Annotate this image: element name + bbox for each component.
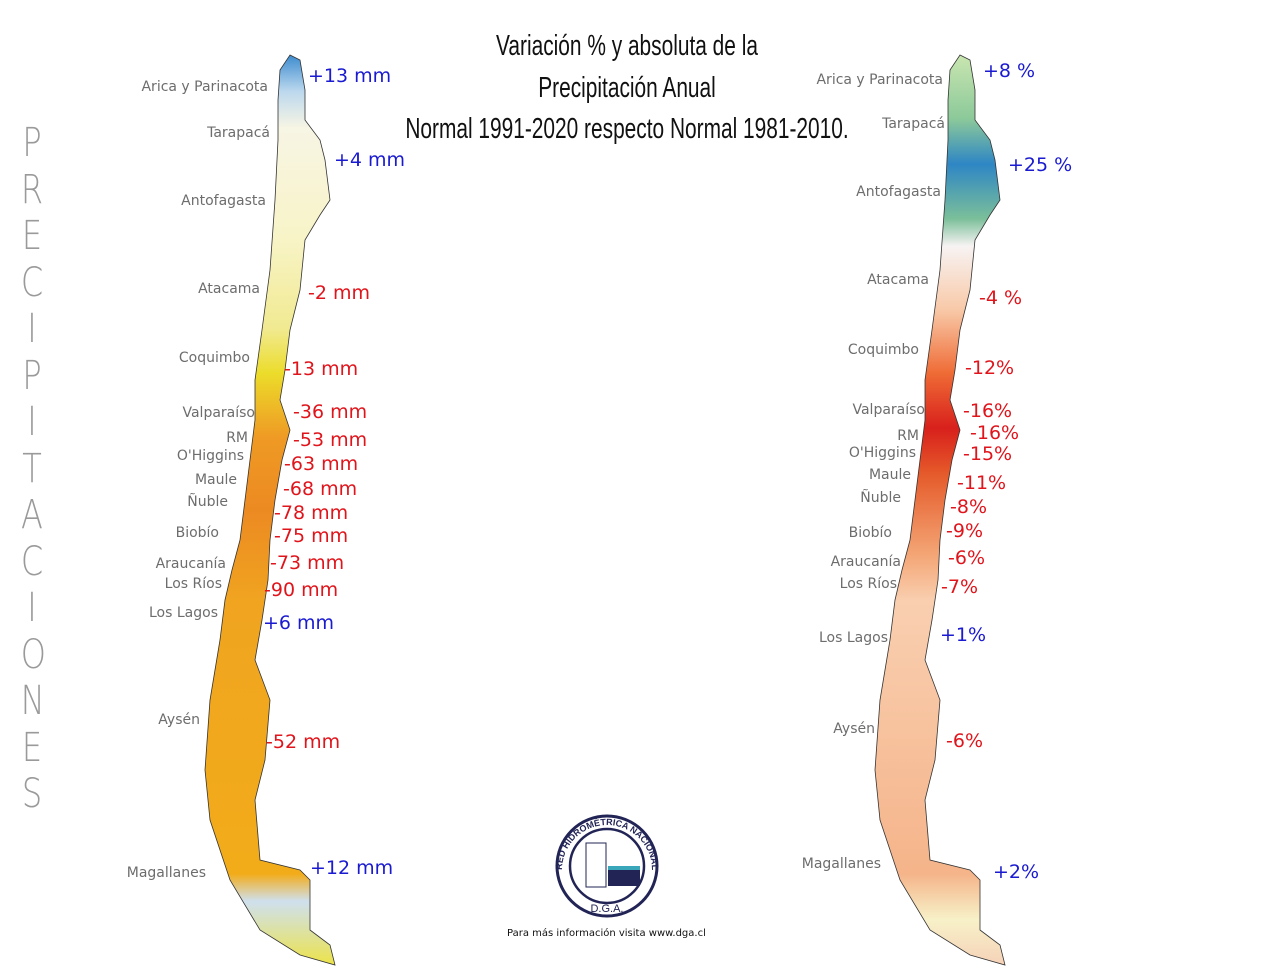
region-label-right: O'Higgins — [848, 445, 916, 461]
region-label-right: Maule — [868, 467, 911, 483]
absolute-value-label: -90 mm — [264, 579, 339, 601]
region-label-left: Araucanía — [155, 556, 226, 572]
region-label-right: Biobío — [848, 525, 892, 541]
side-letter: C — [20, 538, 44, 585]
region-label-right: Arica y Parinacota — [816, 72, 943, 88]
absolute-value-label: -2 mm — [308, 282, 371, 304]
region-label-left: Antofagasta — [181, 193, 266, 209]
dga-logo: RED HIDROMÉTRICA NACIONAL D.G.A. — [548, 808, 666, 918]
region-label-left: Coquimbo — [178, 350, 250, 366]
absolute-value-label: +12 mm — [310, 857, 394, 879]
percent-value-label: -6% — [948, 547, 985, 569]
percent-value-label: -9% — [946, 520, 983, 542]
side-letter: T — [22, 445, 42, 492]
region-label-right: Los Ríos — [839, 576, 897, 592]
region-label-left: Valparaíso — [182, 405, 255, 421]
absolute-value-label: -78 mm — [274, 502, 349, 524]
side-letter: S — [21, 771, 43, 817]
percent-value-label: -8% — [950, 496, 987, 518]
region-label-left: Los Lagos — [149, 605, 218, 621]
region-label-left: Arica y Parinacota — [141, 79, 268, 95]
absolute-value-label: -68 mm — [283, 478, 358, 500]
title-line-1: Variación % y absoluta de la — [496, 30, 758, 62]
region-label-right: Los Lagos — [819, 630, 888, 646]
region-label-right: Atacama — [867, 272, 929, 288]
absolute-value-label: -53 mm — [293, 429, 368, 451]
title-line-3: Normal 1991-2020 respecto Normal 1981-20… — [405, 113, 849, 145]
percent-value-label: -7% — [941, 576, 978, 598]
side-letter: O — [20, 631, 46, 678]
region-label-right: Ñuble — [860, 490, 901, 506]
region-label-left: Los Ríos — [164, 576, 222, 592]
side-letter: C — [20, 259, 44, 306]
percent-value-label: -11% — [957, 472, 1007, 494]
side-letter: P — [22, 120, 42, 166]
percent-value-label: -6% — [946, 730, 983, 752]
logo-org: D.G.A. — [590, 903, 623, 915]
region-label-right: Araucanía — [830, 554, 901, 570]
region-label-left: Ñuble — [187, 494, 228, 510]
percent-value-label: +25 % — [1008, 154, 1073, 176]
region-label-left: Biobío — [175, 525, 219, 541]
side-letter: I — [27, 399, 37, 445]
percent-value-label: +8 % — [983, 60, 1036, 82]
percent-value-label: -15% — [963, 443, 1013, 465]
region-label-right: Coquimbo — [847, 342, 919, 358]
side-letter: N — [20, 678, 45, 724]
percent-value-label: -4 % — [979, 287, 1023, 309]
absolute-value-label: +13 mm — [308, 65, 392, 87]
region-label-left: Atacama — [198, 281, 260, 297]
region-label-right: Valparaíso — [852, 402, 925, 418]
absolute-value-label: -36 mm — [293, 401, 368, 423]
percent-value-label: +1% — [940, 624, 987, 646]
footer-link-text: Para más información visita www.dga.cl — [507, 928, 706, 939]
absolute-value-label: +6 mm — [263, 612, 335, 634]
region-label-right: Aysén — [833, 721, 875, 737]
percent-value-label: +2% — [993, 861, 1040, 883]
percent-value-label: -12% — [965, 357, 1015, 379]
region-label-left: Maule — [194, 472, 237, 488]
title-line-2: Precipitación Anual — [538, 72, 716, 104]
absolute-value-label: -52 mm — [266, 731, 341, 753]
region-label-left: Magallanes — [126, 865, 206, 881]
side-letter: I — [27, 306, 37, 352]
percent-value-label: -16% — [963, 400, 1013, 422]
region-label-right: Tarapacá — [882, 116, 945, 132]
percent-value-label: -16% — [970, 422, 1020, 444]
side-letter: R — [20, 166, 44, 213]
absolute-value-label: -63 mm — [284, 453, 359, 475]
region-label-left: O'Higgins — [176, 448, 244, 464]
side-letter: E — [21, 213, 43, 259]
side-letter: E — [21, 724, 43, 771]
region-label-right: RM — [897, 428, 919, 444]
region-label-left: Tarapacá — [207, 125, 270, 141]
side-letter: P — [22, 352, 42, 399]
absolute-value-label: +4 mm — [334, 149, 406, 171]
absolute-value-label: -13 mm — [284, 358, 359, 380]
region-label-right: Magallanes — [801, 856, 881, 872]
side-letter: A — [21, 492, 43, 538]
region-label-right: Antofagasta — [856, 184, 941, 200]
region-label-left: RM — [226, 430, 248, 446]
absolute-value-label: -75 mm — [274, 525, 349, 547]
absolute-value-label: -73 mm — [270, 552, 345, 574]
region-label-left: Aysén — [158, 712, 200, 728]
side-letter: I — [27, 585, 37, 631]
